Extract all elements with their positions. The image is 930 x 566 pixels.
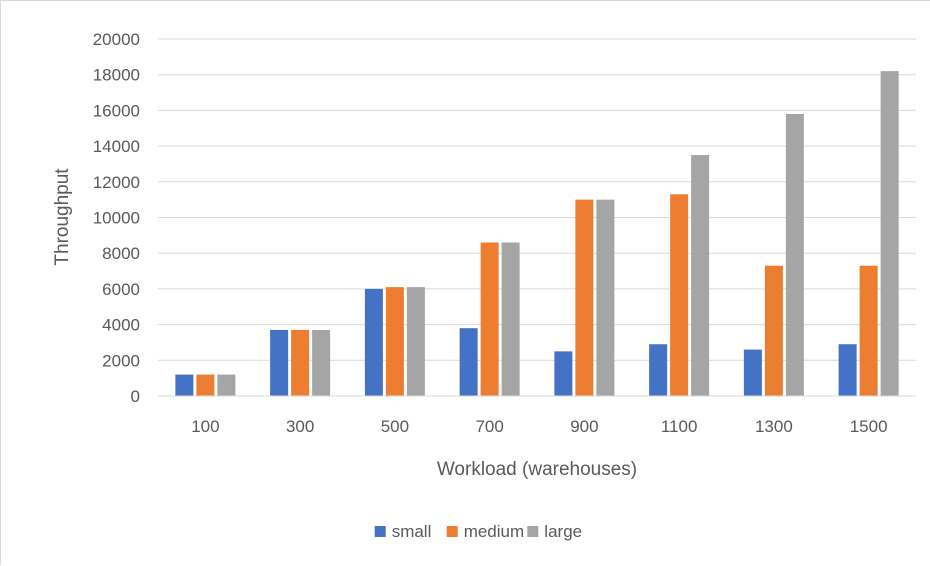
bar-medium-1300: [764, 265, 783, 396]
y-tick-label: 20000: [93, 30, 140, 49]
legend-label-medium: medium: [464, 522, 524, 541]
bar-medium-700: [480, 242, 499, 396]
x-axis-title: Workload (warehouses): [437, 459, 637, 480]
bar-large-1500: [880, 71, 899, 396]
bar-small-700: [459, 328, 478, 396]
legend-swatch-small: [374, 526, 386, 537]
legend-swatch-medium: [446, 526, 458, 537]
x-tick-label: 300: [286, 417, 314, 436]
y-tick-label: 10000: [93, 209, 140, 228]
x-tick-label: 1300: [755, 417, 793, 436]
bar-medium-1100: [670, 194, 689, 396]
bar-small-1100: [649, 344, 668, 396]
bar-medium-300: [291, 329, 310, 396]
y-tick-label: 4000: [102, 316, 140, 335]
x-tick-label: 500: [381, 417, 409, 436]
bar-large-900: [596, 199, 615, 396]
x-axis-ticks: 100 300 500 700 900 1100 1300 1500: [191, 417, 887, 436]
x-tick-label: 1500: [850, 417, 888, 436]
gridlines: [158, 38, 916, 361]
x-tick-label: 100: [191, 417, 219, 436]
bar-medium-500: [385, 287, 404, 396]
bar-small-1500: [838, 344, 857, 396]
bar-medium-900: [575, 199, 594, 396]
bar-large-1100: [691, 155, 710, 396]
legend-swatch-large: [527, 526, 539, 537]
bar-large-300: [312, 329, 331, 396]
bar-small-900: [554, 351, 573, 396]
bar-small-500: [364, 288, 383, 396]
bar-large-1300: [785, 113, 804, 396]
y-tick-label: 8000: [102, 244, 140, 263]
x-tick-label: 900: [570, 417, 598, 436]
bar-small-1300: [743, 349, 762, 396]
y-tick-label: 0: [131, 387, 140, 406]
y-tick-label: 12000: [93, 173, 140, 192]
legend-label-large: large: [544, 522, 582, 541]
y-tick-label: 16000: [93, 101, 140, 120]
y-tick-label: 6000: [102, 280, 140, 299]
bar-medium-100: [196, 374, 215, 396]
y-axis-ticks: 0 2000 4000 6000 8000 10000 12000 14000 16000 180…: [93, 30, 140, 406]
bar-large-700: [501, 242, 520, 396]
y-tick-label: 18000: [93, 66, 140, 85]
legend: small medium large: [374, 522, 582, 541]
bar-medium-1500: [859, 265, 878, 396]
x-tick-label: 700: [475, 417, 503, 436]
bar-small-300: [270, 329, 289, 396]
bars: [175, 71, 899, 396]
bar-large-100: [217, 374, 236, 396]
y-axis-title: Throughput: [52, 168, 73, 266]
x-tick-label: 1100: [661, 417, 698, 436]
bar-large-500: [406, 287, 425, 396]
y-tick-label: 14000: [93, 137, 140, 156]
y-tick-label: 2000: [102, 351, 140, 370]
bar-small-100: [175, 374, 194, 396]
legend-label-small: small: [392, 522, 432, 541]
